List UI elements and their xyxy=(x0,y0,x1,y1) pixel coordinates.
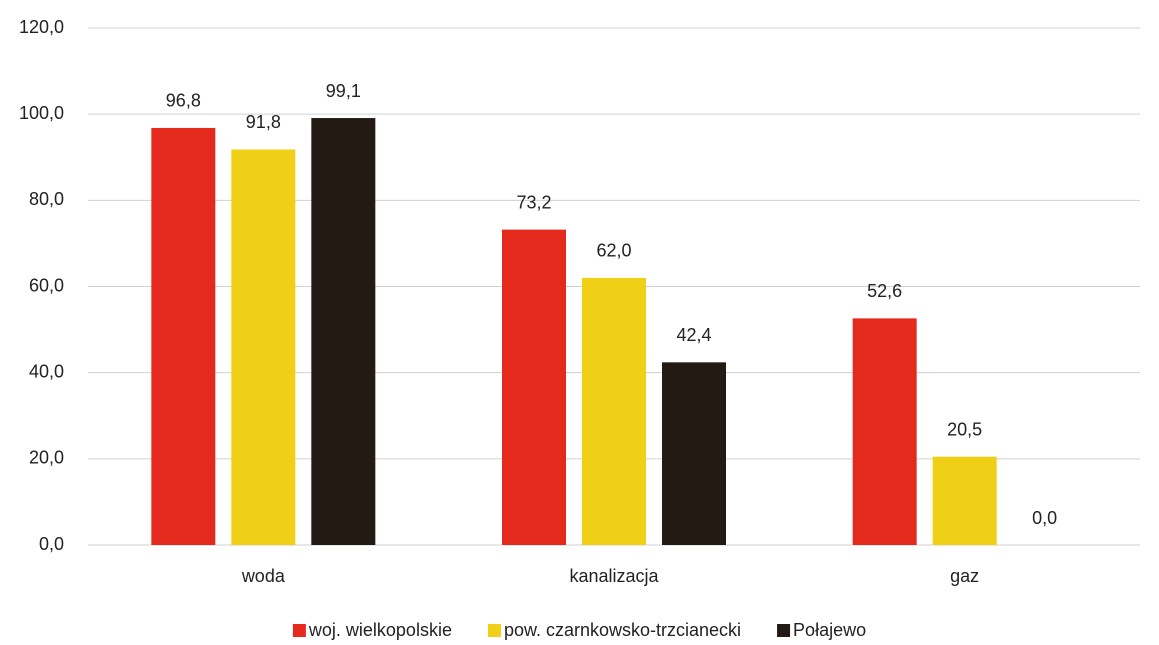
legend-label: pow. czarnkowsko-trzcianecki xyxy=(504,620,741,640)
x-tick-label: kanalizacja xyxy=(569,566,659,586)
value-label: 96,8 xyxy=(166,91,201,111)
legend-item: Połajewo xyxy=(777,620,866,640)
y-tick-label: 60,0 xyxy=(29,275,64,295)
value-label: 20,5 xyxy=(947,419,982,439)
legend-swatch xyxy=(487,624,501,637)
value-label: 73,2 xyxy=(516,192,551,212)
value-label: 99,1 xyxy=(326,81,361,101)
bar xyxy=(932,456,997,545)
legend-item: woj. wielkopolskie xyxy=(292,620,452,640)
y-tick-label: 80,0 xyxy=(29,189,64,209)
bar xyxy=(231,149,296,545)
bar xyxy=(582,277,646,545)
bar xyxy=(311,118,376,546)
y-tick-label: 100,0 xyxy=(19,103,64,123)
y-tick-label: 20,0 xyxy=(29,448,64,468)
value-label: 91,8 xyxy=(246,112,281,132)
value-label: 62,0 xyxy=(596,241,631,261)
legend-label: woj. wielkopolskie xyxy=(308,620,452,640)
x-tick-label: woda xyxy=(241,566,286,586)
y-tick-label: 40,0 xyxy=(29,361,64,381)
bar xyxy=(502,229,566,545)
bar xyxy=(852,318,917,545)
value-label: 42,4 xyxy=(676,325,711,345)
bar xyxy=(662,362,726,545)
legend-swatch xyxy=(777,624,791,637)
legend-swatch xyxy=(292,624,306,637)
bar xyxy=(151,127,216,545)
legend-label: Połajewo xyxy=(793,620,866,640)
value-label: 0,0 xyxy=(1032,508,1057,528)
legend-item: pow. czarnkowsko-trzcianecki xyxy=(487,620,741,640)
x-tick-label: gaz xyxy=(950,566,979,586)
value-label: 52,6 xyxy=(867,281,902,301)
y-tick-label: 120,0 xyxy=(19,17,64,37)
y-tick-label: 0,0 xyxy=(39,534,64,554)
